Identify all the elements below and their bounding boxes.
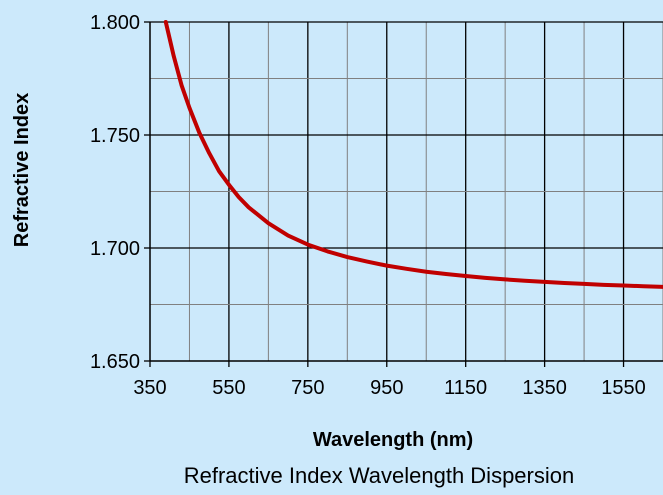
x-tick-label: 750 <box>291 377 324 399</box>
y-tick-label: 1.700 <box>90 238 140 260</box>
x-axis-title: Wavelength (nm) <box>313 429 473 451</box>
series-layer <box>163 20 663 289</box>
x-tick-label: 1550 <box>601 377 646 399</box>
axes <box>144 21 663 367</box>
grid <box>150 21 663 361</box>
y-axis-title: Refractive Index <box>11 93 33 248</box>
x-tick-label: 1350 <box>522 377 567 399</box>
x-tick-label: 1150 <box>444 377 487 399</box>
tick-labels: 1.650 1.700 1.750 1.800 350 550 750 950 1150 1350… <box>90 12 646 399</box>
y-tick-label: 1.800 <box>90 12 140 34</box>
x-tick-label: 350 <box>133 377 166 399</box>
chart-caption: Refractive Index Wavelength Dispersion <box>184 463 574 488</box>
x-tick-label: 950 <box>370 377 403 399</box>
y-tick-label: 1.750 <box>90 125 140 147</box>
y-tick-label: 1.650 <box>90 351 140 373</box>
x-tick-label: 550 <box>212 377 245 399</box>
